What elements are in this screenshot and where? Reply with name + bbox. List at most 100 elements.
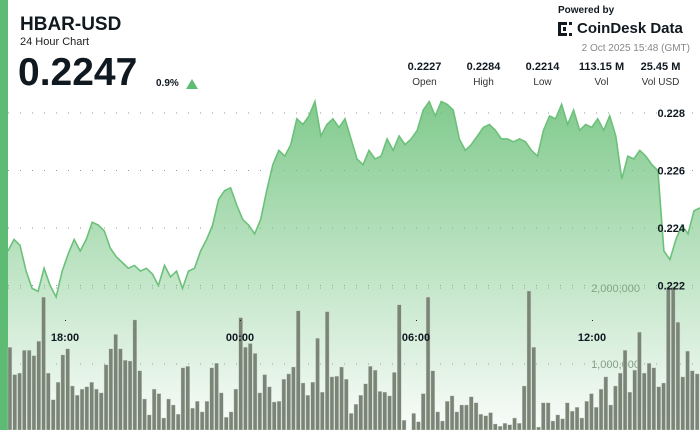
volume-bar	[51, 399, 56, 430]
volume-bar	[574, 407, 580, 430]
volume-bar	[142, 398, 147, 430]
volume-bar	[325, 311, 330, 430]
volume-bar	[661, 382, 666, 430]
volume-bar	[60, 354, 66, 430]
volume-bar	[579, 417, 585, 430]
volume-bar	[397, 304, 402, 430]
volume-bar	[690, 370, 695, 430]
volume-bar	[180, 367, 186, 430]
volume-bar	[425, 296, 431, 430]
volume-bar	[531, 347, 536, 430]
volume-bar	[675, 322, 681, 430]
stat-label: Open	[412, 77, 437, 88]
volume-bar	[598, 388, 604, 430]
stat-vol-usd: 25.45 M Vol USD	[631, 61, 690, 89]
price-tick-label: 0.222	[657, 281, 685, 293]
stat-label: High	[473, 77, 494, 88]
volume-bar	[272, 401, 277, 430]
volume-bar	[46, 372, 51, 430]
volume-bar	[79, 388, 85, 430]
volume-bar	[315, 338, 320, 430]
volume-bar	[584, 401, 589, 430]
volume-bar	[522, 385, 527, 430]
volume-bar	[440, 420, 445, 430]
volume-bar	[300, 382, 306, 430]
volume-bar	[175, 414, 181, 430]
price-tick-label: 0.226	[657, 166, 685, 178]
volume-bar	[363, 383, 368, 430]
volume-bar	[151, 388, 157, 430]
x-tick-mark	[416, 320, 417, 321]
volume-bar	[55, 382, 61, 430]
volume-bar	[353, 404, 359, 430]
volume-bar	[387, 395, 392, 430]
x-tick-mark	[65, 320, 66, 321]
price-line	[7, 98, 700, 300]
stats-row: 0.2227 Open 0.2284 High 0.2214 Low 113.15 M…	[395, 61, 690, 89]
x-tick-label: 12:00	[578, 332, 606, 344]
accent-bar	[0, 0, 8, 430]
volume-bar	[27, 350, 32, 430]
volume-bar	[12, 374, 17, 430]
volume-bar	[257, 392, 262, 430]
volume-bar	[243, 347, 248, 430]
volume-bar	[613, 385, 618, 430]
volume-bar	[373, 369, 378, 430]
volume-bar	[166, 398, 171, 430]
stat-label: Vol	[594, 77, 609, 88]
volume-bar	[94, 388, 99, 430]
volume-bar	[339, 366, 344, 430]
volume-bar	[430, 370, 435, 430]
volume-bar	[276, 401, 282, 430]
up-arrow-icon	[186, 79, 198, 89]
volume-bar	[622, 350, 628, 430]
volume-bar	[123, 360, 128, 430]
volume-bar	[214, 363, 219, 430]
coindesk-logo-icon	[558, 22, 572, 36]
volume-bar	[171, 404, 176, 430]
volume-bar	[594, 407, 599, 430]
volume-bar	[435, 411, 440, 430]
volume-bar	[113, 334, 118, 430]
volume-bar	[488, 412, 493, 430]
volume-bar	[589, 393, 594, 430]
volume-bar	[608, 404, 613, 430]
volume-bar	[449, 395, 455, 430]
volume-bar	[483, 415, 488, 430]
volume-bar	[7, 347, 13, 430]
x-tick-label: 06:00	[402, 332, 430, 344]
volume-bar	[671, 287, 676, 430]
volume-bar	[199, 411, 205, 430]
volume-bar	[89, 382, 94, 430]
volume-bar	[368, 366, 373, 430]
volume-bar	[99, 392, 104, 430]
volume-bar	[454, 411, 459, 430]
stat-value: 25.45 M	[640, 61, 681, 73]
volume-bar	[502, 423, 508, 430]
volume-bar	[248, 343, 253, 430]
volume-bar	[267, 386, 272, 430]
volume-bar	[632, 369, 637, 430]
stat-vol: 113.15 M Vol	[572, 61, 631, 89]
volume-bar	[536, 426, 541, 430]
volume-bar	[219, 392, 224, 430]
volume-bar	[382, 391, 387, 430]
volume-bar	[127, 360, 133, 430]
stat-high: 0.2284 High	[454, 61, 513, 89]
volume-bar	[252, 353, 258, 430]
volume-bar	[195, 401, 200, 430]
volume-bar	[190, 407, 195, 430]
volume-bar	[228, 411, 234, 430]
volume-bar	[512, 417, 517, 430]
brand-name: CoinDesk Data	[577, 20, 683, 37]
page-title: HBAR-USD	[20, 14, 122, 35]
volume-bar	[464, 404, 469, 430]
price-change: 0.9%	[156, 78, 179, 89]
volume-bar	[507, 424, 512, 430]
volume-bar	[84, 386, 90, 430]
volume-bar	[147, 414, 152, 430]
volume-bar	[627, 391, 633, 430]
volume-bar	[445, 401, 450, 430]
volume-bar	[286, 373, 291, 430]
